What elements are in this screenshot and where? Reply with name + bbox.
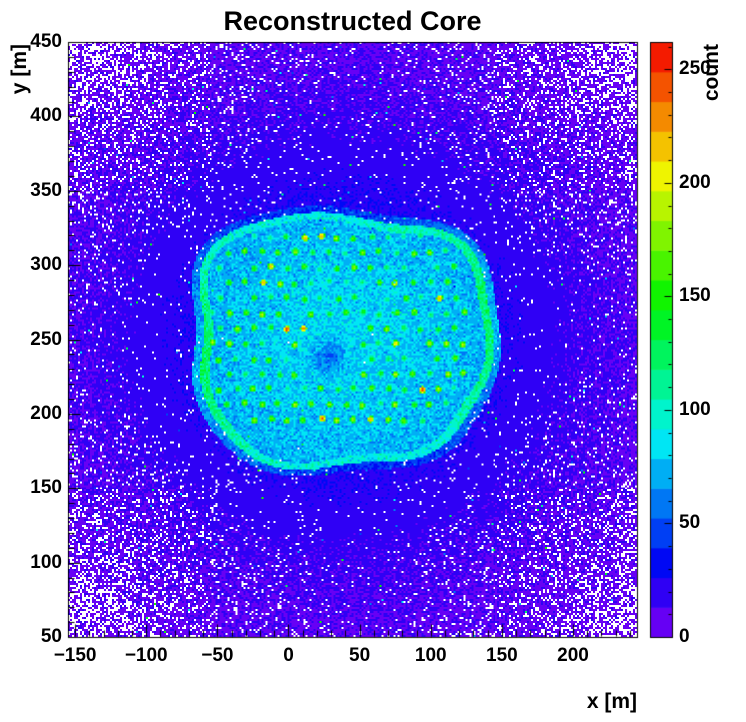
colorbar-title: count [700,44,723,102]
y-axis-title: y [m] [8,44,31,95]
x-axis-title: x [m] [586,690,637,713]
